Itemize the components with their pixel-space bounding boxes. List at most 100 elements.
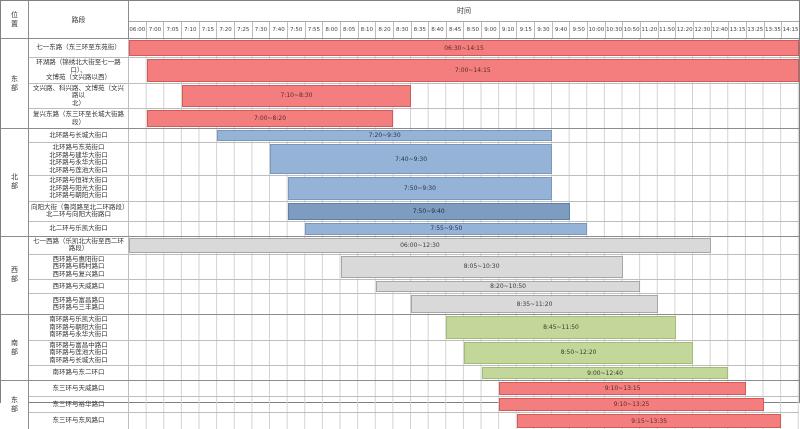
time-tick-label: 11:20 [640, 22, 658, 38]
time-tick-label: 10:50 [622, 22, 640, 38]
road-segment-line: 南环路与朝阳大街口 [49, 322, 108, 331]
table-row: 北二环与乐凯大街口 7:55~9:50 [29, 221, 799, 236]
time-tick-label: 8:40 [428, 22, 446, 38]
time-tick-label: 13:25 [745, 22, 764, 38]
closure-time-bar: 8:05~10:30 [340, 255, 623, 278]
time-tick-label: 9:15 [516, 22, 534, 38]
timeline-cell: 06:00~12:30 [129, 236, 799, 254]
table-row: 南环路与东二环口 9:00~12:40 [29, 366, 799, 380]
road-segment-line: 文兴路、科兴路、文博苑（文兴路以 [33, 83, 124, 99]
timeline-cell: 9:10~13:15 [129, 381, 799, 396]
closure-time-range: 7:50~9:30 [403, 184, 436, 192]
time-tick-label: 7:30 [251, 22, 270, 38]
road-segment-label: 西环路与富昌路口 西环路与三丰路口 [29, 294, 129, 314]
closure-time-range: 9:00~12:40 [587, 369, 623, 377]
road-segment-line: 东三环与裕华路口 [52, 399, 105, 408]
road-segment-line: 南环路与永华大街口 [49, 330, 108, 338]
time-tick-label: 7:10 [180, 22, 199, 38]
road-segment-label: 七一西路（乐凯北大街至西二环路段） [29, 236, 129, 254]
time-tick-label: 7:55 [304, 22, 323, 38]
road-segment-label: 南环路与乐凯大街口 南环路与朝阳大街口 南环路与永华大街口 [29, 315, 129, 340]
closure-time-bar: 7:50~9:30 [287, 177, 553, 200]
road-segment-line: 东三环与天威路口 [52, 383, 105, 392]
closure-time-range: 7:10~8:30 [280, 92, 313, 100]
timeline-cell: 7:50~9:40 [129, 201, 799, 221]
road-segment-label: 南环路与东二环口 [29, 366, 129, 380]
region-rows: 七一东路（东三环至东苑街） 06:30~14:15 环湖路（锦绣北大街至七一路口）、… [29, 39, 799, 128]
region-group-label: 东部 [1, 39, 29, 128]
table-row: 复兴东路（东三环至长城大街路段） 7:00~8:20 [29, 109, 799, 128]
table-row: 七一东路（东三环至东苑街） 06:30~14:15 [29, 39, 799, 58]
closure-time-range: 7:55~9:50 [430, 225, 463, 232]
road-segment-label: 北环路与恒祥大街口 北环路与阳光大街口 北环路与朝阳大街口 [29, 176, 129, 201]
region-rows: 南环路与乐凯大街口 南环路与朝阳大街口 南环路与永华大街口 8:45~11:50 南环路… [29, 315, 799, 380]
road-segment-line: 西环路与惠阳街口 [52, 254, 105, 263]
closure-time-bar: 8:35~11:20 [411, 295, 658, 313]
closure-time-bar: 9:10~13:25 [499, 398, 764, 411]
road-segment-label: 北二环与乐凯大街口 [29, 221, 129, 236]
road-segment-line: 北环路与莲池大街口 [49, 165, 108, 174]
time-tick-row: 06:00 7:00 7:05 7:10 7:15 7:20 7:25 7:30 7:40 7:5… [129, 22, 799, 38]
timeline-cell: 7:00~8:20 [129, 109, 799, 128]
table-row: 文兴路、科兴路、文博苑（文兴路以 北） 7:10~8:30 [29, 83, 799, 109]
road-segment-line: 西环路与三丰路口 [52, 303, 105, 311]
time-header-wrap: 时间 06:00 7:00 7:05 7:10 7:15 7:20 7:25 7:30 7:40… [129, 1, 799, 38]
table-row: 北环路与长城大街口 7:20~9:30 [29, 129, 799, 143]
time-tick-label: 14:15 [781, 22, 799, 38]
road-segment-label: 七一东路（东三环至东苑街） [29, 39, 129, 57]
timeline-cell: 9:10~13:25 [129, 397, 799, 412]
time-axis-title: 时间 [129, 1, 799, 22]
time-tick-label: 12:30 [693, 22, 711, 38]
road-segment-label: 西环路与天威路口 [29, 280, 129, 293]
road-segment-label: 东三环与裕华路口 [29, 397, 129, 412]
time-tick-label: 9:40 [551, 22, 570, 38]
timeline-cell: 8:50~12:20 [129, 340, 799, 365]
road-segment-line: 复兴东路（东三环至长城大街路段） [33, 110, 124, 126]
road-segment-line: 南环路与莲池大街口 [49, 348, 108, 356]
closure-time-range: 8:50~12:20 [560, 349, 597, 357]
time-tick-label: 11:50 [657, 22, 676, 38]
closure-time-range: 8:45~11:50 [543, 323, 579, 331]
road-segment-line: 七一西路（乐凯北大街至西二环路段） [33, 236, 124, 252]
location-column-header: 位置 [1, 1, 29, 38]
time-tick-label: 9:30 [534, 22, 552, 38]
closure-time-range: 9:15~13:35 [631, 417, 668, 425]
timeline-cell: 7:55~9:50 [129, 221, 799, 236]
closure-time-bar: 9:10~13:15 [499, 382, 747, 395]
time-tick-label: 8:45 [445, 22, 464, 38]
road-segment-label: 复兴东路（东三环至长城大街路段） [29, 109, 129, 128]
road-segment-label: 北环路与东苑街口 北环路与建华大街口 北环路与永华大街口 北环路与莲池大街口 [29, 143, 129, 175]
closure-time-range: 9:10~13:25 [613, 401, 650, 408]
closure-time-bar: 7:00~8:20 [146, 110, 394, 127]
table-row: 向阳大街（鲁岗路至北二环路段） 北二环与向阳大街路口 7:50~9:40 [29, 201, 799, 222]
closure-time-range: 06:30~14:15 [444, 44, 484, 52]
closure-time-bar: 7:55~9:50 [305, 222, 588, 235]
closure-time-bar: 9:00~12:40 [481, 367, 729, 379]
table-row: 南环路与富昌中路口 南环路与莲池大街口 南环路与长城大街口 8:50~12:20 [29, 340, 799, 366]
time-tick-label: 13:35 [763, 22, 782, 38]
timeline-cell: 06:30~14:15 [129, 39, 799, 57]
closure-time-range: 7:40~9:30 [395, 155, 428, 163]
closure-time-bar: 06:00~12:30 [129, 237, 711, 253]
road-segment-line: 西环路与天威路口 [52, 281, 105, 290]
road-segment-label: 西环路与惠阳街口 西环路与韩村路口 西环路与复兴路口 [29, 254, 129, 279]
time-tick-label: 7:15 [198, 22, 217, 38]
road-segment-line: 北环路与长城大街口 [49, 130, 108, 139]
closure-time-range: 7:00~8:20 [254, 115, 287, 122]
timeline-cell: 8:05~10:30 [129, 254, 799, 279]
road-segment-line: 北） [72, 98, 85, 107]
time-tick-label: 8:20 [375, 22, 393, 38]
region-group-label: 西部 [1, 236, 29, 314]
time-tick-label: 9:10 [498, 22, 517, 38]
table-row: 环湖路（锦绣北大街至七一路口）、 文博苑（文兴路以西） 7:00~14:15 [29, 58, 799, 84]
region-group: 东部 七一东路（东三环至东苑街） 06:30~14:15 环湖路（锦绣北大街至七一路口… [1, 39, 799, 129]
closure-time-bar: 7:10~8:30 [181, 84, 412, 107]
road-segment-line: 东三环与东风路口 [52, 416, 105, 425]
closure-time-bar: 8:20~10:50 [375, 281, 641, 292]
time-tick-label: 9:00 [481, 22, 499, 38]
region-group: 南部 南环路与乐凯大街口 南环路与朝阳大街口 南环路与永华大街口 8:45~11:50 南… [1, 315, 799, 381]
gantt-body: 东部 七一东路（东三环至东苑街） 06:30~14:15 环湖路（锦绣北大街至七一路口… [1, 39, 799, 429]
road-segment-line: 南环路与乐凯大街口 [49, 315, 108, 323]
road-segment-label: 东三环与天威路口 [29, 381, 129, 396]
